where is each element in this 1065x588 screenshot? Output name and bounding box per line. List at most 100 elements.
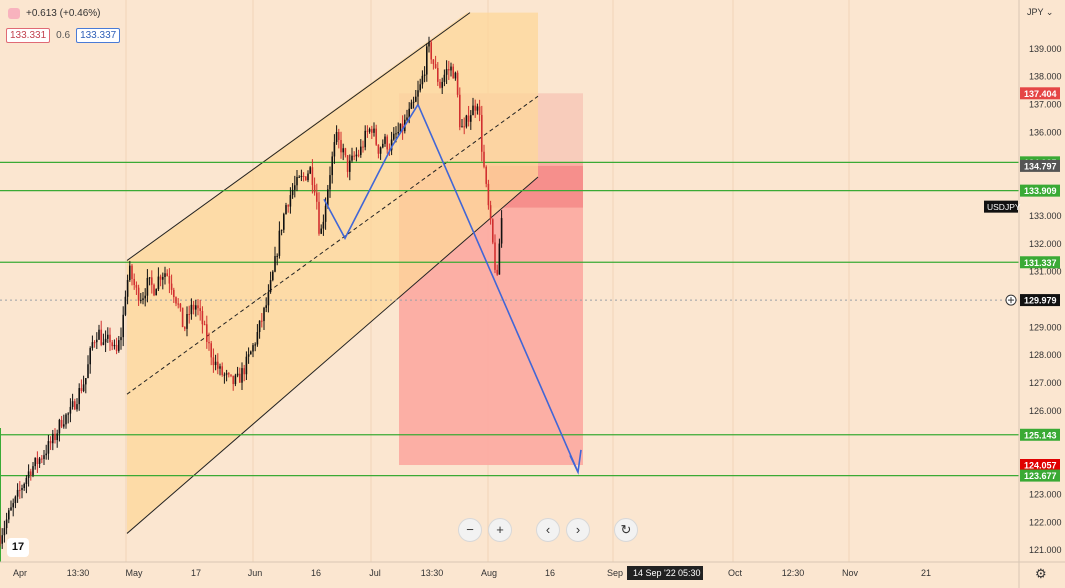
candle-body: [27, 471, 30, 478]
candle-body: [399, 123, 402, 132]
candle-body: [140, 300, 142, 302]
candle-body: [63, 424, 65, 427]
candle-body: [133, 278, 135, 285]
time-tick-label: 13:30: [67, 568, 90, 578]
candle-body: [483, 151, 485, 167]
spread-value: 0.6: [56, 30, 71, 41]
channel-upper-line[interactable]: [126, 12, 471, 261]
candle-body: [371, 129, 373, 133]
arrow-head-icon: [569, 449, 582, 475]
time-tick-label: Jul: [369, 568, 381, 578]
candle-body: [67, 413, 69, 415]
candle-body: [375, 128, 377, 145]
candle-body: [69, 406, 72, 414]
crosshair-time: 05:30: [678, 568, 701, 578]
candle-body: [401, 123, 404, 132]
candle-body: [214, 361, 217, 366]
channel-median-line[interactable]: [126, 95, 539, 395]
price-tick-label: 138.000: [1029, 72, 1062, 82]
time-tick-label: 13:30: [421, 568, 444, 578]
candle-body: [175, 297, 177, 304]
candle-body: [452, 66, 454, 79]
projection-arrow-line[interactable]: [417, 104, 579, 473]
candle-body: [496, 269, 498, 275]
candle-body: [340, 139, 342, 153]
zoom-in-button[interactable]: +: [488, 518, 512, 542]
scroll-back-button[interactable]: ‹: [536, 518, 560, 542]
candle-body: [135, 284, 138, 288]
candle-body: [463, 126, 465, 128]
time-tick-label: Apr: [13, 568, 27, 578]
candle-body: [0, 536, 1, 544]
time-tick-label: 12:30: [782, 568, 805, 578]
candle-body: [162, 276, 164, 280]
candle-body: [450, 66, 452, 71]
candle-body: [65, 414, 67, 425]
time-tick-label: Aug: [481, 568, 497, 578]
candle-body: [478, 106, 481, 115]
candle-body: [126, 280, 129, 297]
candle-body: [210, 343, 212, 358]
currency-label: JPY: [1027, 7, 1044, 17]
candle-body: [232, 375, 234, 385]
candle-body: [221, 366, 223, 375]
time-tick-label: Sep: [607, 568, 623, 578]
candle-body: [487, 183, 490, 206]
time-tick-label: 17: [191, 568, 201, 578]
candle-body: [30, 471, 32, 476]
zigzag-pattern-line[interactable]: [323, 104, 419, 240]
candle-body: [144, 295, 146, 299]
candle-body: [313, 185, 316, 193]
candle-body: [256, 331, 259, 345]
candle-body: [437, 68, 439, 82]
candle-body: [109, 334, 111, 343]
candle-body: [131, 265, 133, 279]
candle-body: [329, 175, 331, 190]
candle-body: [43, 455, 45, 459]
tradingview-logo[interactable]: 17: [7, 538, 29, 557]
zoom-out-button[interactable]: −: [458, 518, 482, 542]
price-tick-label: 127.000: [1029, 378, 1062, 388]
candle-body: [386, 136, 388, 150]
gear-icon[interactable]: ⚙: [1035, 566, 1047, 581]
candle-body: [245, 356, 248, 375]
bid-price[interactable]: 133.331: [6, 28, 51, 43]
price-tick-label: 132.000: [1029, 239, 1062, 249]
candle-body: [377, 144, 380, 154]
ask-price[interactable]: 133.337: [76, 28, 121, 43]
candle-body: [164, 273, 166, 277]
candle-body: [148, 277, 151, 279]
candle-body: [219, 366, 221, 369]
candle-body: [192, 304, 195, 310]
candle-body: [201, 310, 204, 325]
chart-navigation: − + ‹ › ↻: [458, 518, 638, 542]
time-tick-label: 16: [545, 568, 555, 578]
candle-body: [448, 69, 450, 71]
symbol-flag-icon[interactable]: [8, 8, 20, 19]
candle-body: [434, 64, 437, 69]
scroll-forward-button[interactable]: ›: [566, 518, 590, 542]
candle-body: [89, 348, 91, 365]
candle-body: [274, 256, 276, 272]
candle-body: [247, 354, 250, 357]
price-label: 133.909: [1024, 186, 1057, 196]
candle-body: [390, 139, 393, 151]
symbol-label: USDJPY: [987, 202, 1021, 212]
candle-body: [91, 342, 94, 349]
candle-body: [261, 320, 263, 322]
price-label-box: [1020, 256, 1060, 269]
candle-body: [289, 195, 292, 207]
candle-body: [93, 342, 96, 344]
candle-body: [324, 205, 327, 222]
candle-body: [344, 148, 347, 156]
candle-body: [168, 275, 171, 284]
reset-chart-button[interactable]: ↻: [614, 518, 638, 542]
price-tick-label: 137.000: [1029, 100, 1062, 110]
channel-lower-line[interactable]: [126, 176, 539, 534]
currency-selector[interactable]: JPY ⌄: [1027, 7, 1053, 18]
candle-body: [34, 457, 36, 467]
price-tick-label: 129.000: [1029, 322, 1062, 332]
candle-body: [472, 105, 474, 116]
